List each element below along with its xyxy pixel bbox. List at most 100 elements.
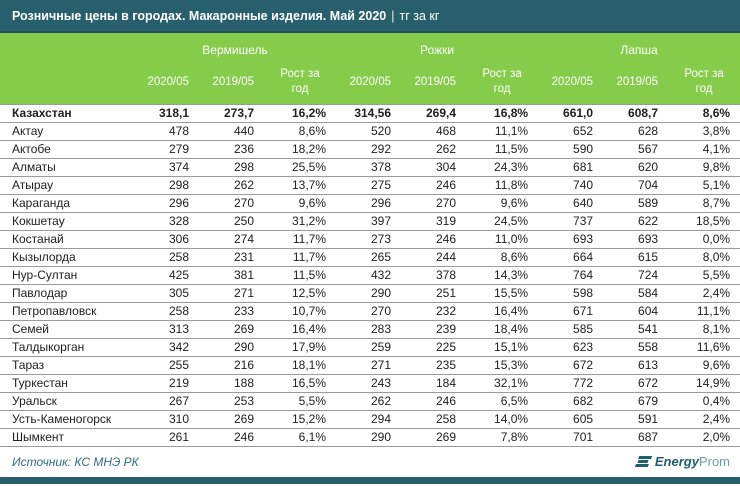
table-row: Казахстан 318,1 273,7 16,2% 314,56 269,4 16,8%… — [0, 103, 740, 122]
value-cell: 270 — [199, 193, 264, 212]
group-header-row: Вермишель Рожки Лапша — [0, 33, 740, 60]
value-cell: 267 — [134, 391, 199, 410]
value-cell: 620 — [603, 157, 669, 176]
table-row: Тараз 255 216 18,1% 271 235 15,3% 672 613 9,6% — [0, 355, 740, 374]
value-cell: 11,5% — [466, 139, 539, 158]
value-cell: 8,7% — [668, 193, 740, 212]
value-cell: 246 — [199, 427, 264, 447]
value-cell: 11,0% — [466, 229, 539, 248]
table-row: Алматы 374 298 25,5% 378 304 24,3% 681 620 9,8% — [0, 157, 740, 176]
value-cell: 11,7% — [264, 229, 337, 248]
column-header: Рост за год — [264, 60, 337, 104]
value-cell: 598 — [538, 283, 604, 302]
value-cell: 378 — [401, 265, 467, 284]
value-cell: 478 — [134, 121, 199, 140]
value-cell: 188 — [199, 373, 264, 392]
value-cell: 18,2% — [264, 139, 337, 158]
value-cell: 672 — [603, 373, 669, 392]
city-cell: Алматы — [0, 157, 134, 176]
value-cell: 8,6% — [668, 103, 740, 122]
city-cell: Петропавловск — [0, 301, 134, 320]
value-cell: 681 — [538, 157, 604, 176]
city-cell: Шымкент — [0, 427, 134, 447]
table-row: Уральск 267 253 5,5% 262 246 6,5% 682 679 0,4% — [0, 391, 740, 410]
value-cell: 25,5% — [264, 157, 337, 176]
value-cell: 235 — [401, 355, 467, 374]
value-cell: 236 — [199, 139, 264, 158]
value-cell: 273,7 — [199, 103, 264, 122]
value-cell: 5,5% — [668, 265, 740, 284]
value-cell: 5,5% — [264, 391, 337, 410]
column-header-row: 2020/05 2019/05 Рост за год 2020/05 2019… — [0, 60, 740, 104]
city-cell: Усть-Каменогорск — [0, 409, 134, 428]
value-cell: 16,8% — [466, 103, 539, 122]
value-cell: 262 — [199, 175, 264, 194]
value-cell: 8,6% — [466, 247, 539, 266]
column-header: 2019/05 — [199, 60, 264, 104]
value-cell: 687 — [603, 427, 669, 447]
value-cell: 16,2% — [264, 103, 337, 122]
value-cell: 5,1% — [668, 175, 740, 194]
value-cell: 661,0 — [538, 103, 604, 122]
brand-text: EnergyProm — [655, 454, 730, 469]
value-cell: 261 — [134, 427, 199, 447]
value-cell: 9,6% — [466, 193, 539, 212]
value-cell: 292 — [336, 139, 402, 158]
city-cell: Тараз — [0, 355, 134, 374]
city-cell: Туркестан — [0, 373, 134, 392]
value-cell: 244 — [401, 247, 467, 266]
value-cell: 14,9% — [668, 373, 740, 392]
value-cell: 11,1% — [466, 121, 539, 140]
value-cell: 374 — [134, 157, 199, 176]
value-cell: 558 — [603, 337, 669, 356]
city-cell: Талдыкорган — [0, 337, 134, 356]
value-cell: 246 — [401, 175, 467, 194]
value-cell: 298 — [134, 175, 199, 194]
value-cell: 290 — [336, 283, 402, 302]
value-cell: 271 — [199, 283, 264, 302]
value-cell: 567 — [603, 139, 669, 158]
city-cell: Уральск — [0, 391, 134, 410]
value-cell: 9,8% — [668, 157, 740, 176]
value-cell: 693 — [603, 229, 669, 248]
value-cell: 273 — [336, 229, 402, 248]
value-cell: 378 — [336, 157, 402, 176]
value-cell: 11,6% — [668, 337, 740, 356]
table-row: Талдыкорган 342 290 17,9% 259 225 15,1% 623 558 1… — [0, 337, 740, 356]
value-cell: 306 — [134, 229, 199, 248]
city-cell: Павлодар — [0, 283, 134, 302]
value-cell: 605 — [538, 409, 604, 428]
value-cell: 275 — [336, 175, 402, 194]
table-row: Шымкент 261 246 6,1% 290 269 7,8% 701 687 2,0% — [0, 427, 740, 447]
city-cell: Актобе — [0, 139, 134, 158]
table-row: Усть-Каменогорск 310 269 15,2% 294 258 14,0% 60… — [0, 409, 740, 428]
value-cell: 623 — [538, 337, 604, 356]
city-cell: Кызылорда — [0, 247, 134, 266]
table-body: Казахстан 318,1 273,7 16,2% 314,56 269,4 16,8%… — [0, 103, 740, 447]
value-cell: 225 — [401, 337, 467, 356]
table-row: Атырау 298 262 13,7% 275 246 11,8% 740 704 5,1% — [0, 175, 740, 194]
value-cell: 259 — [336, 337, 402, 356]
group-header-rozhki: Рожки — [336, 33, 539, 60]
value-cell: 6,5% — [466, 391, 539, 410]
value-cell: 737 — [538, 211, 604, 230]
column-header: 2019/05 — [401, 60, 467, 104]
column-header: Рост за год — [668, 60, 740, 104]
value-cell: 319 — [401, 211, 467, 230]
units-label: тг за кг — [399, 8, 440, 23]
value-cell: 8,1% — [668, 319, 740, 338]
brand-text-bold: Energy — [654, 454, 699, 470]
price-table: Вермишель Рожки Лапша 2020/05 2019/05 Ро… — [0, 33, 740, 447]
value-cell: 604 — [603, 301, 669, 320]
value-cell: 270 — [336, 301, 402, 320]
value-cell: 255 — [134, 355, 199, 374]
value-cell: 24,5% — [466, 211, 539, 230]
value-cell: 253 — [199, 391, 264, 410]
value-cell: 585 — [538, 319, 604, 338]
value-cell: 9,6% — [264, 193, 337, 212]
value-cell: 671 — [538, 301, 604, 320]
value-cell: 432 — [336, 265, 402, 284]
value-cell: 298 — [199, 157, 264, 176]
value-cell: 520 — [336, 121, 402, 140]
value-cell: 615 — [603, 247, 669, 266]
